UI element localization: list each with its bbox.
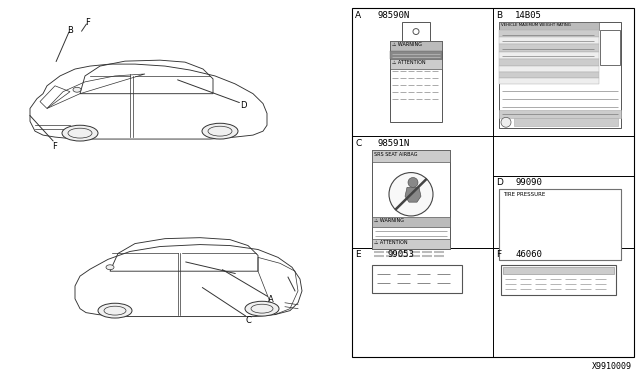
Circle shape <box>389 173 433 216</box>
Bar <box>499 72 599 78</box>
Bar <box>372 150 450 248</box>
Bar <box>501 191 619 201</box>
Bar <box>499 38 599 44</box>
Bar <box>499 66 599 72</box>
Text: F: F <box>496 250 501 260</box>
Circle shape <box>413 29 419 35</box>
Text: A: A <box>355 11 361 20</box>
Bar <box>499 22 621 128</box>
Bar <box>499 59 599 66</box>
Bar <box>503 267 614 274</box>
Text: 14B05: 14B05 <box>515 11 542 20</box>
Bar <box>499 189 621 260</box>
Text: ⚠ ATTENTION: ⚠ ATTENTION <box>392 60 426 65</box>
Ellipse shape <box>98 303 132 318</box>
Text: 99053: 99053 <box>387 250 414 260</box>
Bar <box>352 8 634 357</box>
Text: TIRE PRESSURE: TIRE PRESSURE <box>503 192 545 197</box>
Bar <box>499 52 599 59</box>
Text: X9910009: X9910009 <box>592 362 632 371</box>
Bar <box>499 189 621 260</box>
Bar <box>372 150 450 162</box>
Ellipse shape <box>73 87 81 92</box>
Text: 99090: 99090 <box>515 179 542 187</box>
Text: 46060: 46060 <box>515 250 542 260</box>
Bar <box>390 59 442 69</box>
Ellipse shape <box>202 123 238 139</box>
Bar <box>499 30 599 38</box>
Text: SRS SEAT AIRBAG: SRS SEAT AIRBAG <box>374 152 417 157</box>
Bar <box>514 118 618 126</box>
Text: 98591N: 98591N <box>377 139 409 148</box>
Bar <box>501 265 616 295</box>
Text: 98590N: 98590N <box>377 11 409 20</box>
Circle shape <box>501 117 511 127</box>
Bar <box>499 78 599 84</box>
Text: ⚠ WARNING: ⚠ WARNING <box>392 42 422 47</box>
Text: A: A <box>268 295 274 304</box>
Text: B: B <box>496 11 502 20</box>
Text: C: C <box>355 139 361 148</box>
Text: D: D <box>240 100 246 110</box>
Bar <box>390 51 442 59</box>
Text: C: C <box>245 315 251 324</box>
Bar <box>499 110 621 118</box>
Text: F: F <box>52 142 57 151</box>
Bar <box>501 202 619 250</box>
Bar <box>372 239 450 248</box>
Bar <box>600 30 620 65</box>
Bar <box>390 41 442 122</box>
Circle shape <box>408 177 418 187</box>
Text: ⚠ WARNING: ⚠ WARNING <box>374 218 404 223</box>
Text: F: F <box>85 18 90 27</box>
Ellipse shape <box>245 301 279 316</box>
Bar <box>372 217 450 227</box>
Ellipse shape <box>62 125 98 141</box>
Bar <box>372 265 462 293</box>
Bar <box>390 41 442 51</box>
Bar <box>499 22 599 30</box>
Text: D: D <box>496 179 503 187</box>
Text: B: B <box>67 26 73 35</box>
Text: VEHICLE MAXIMUM WEIGHT RATING: VEHICLE MAXIMUM WEIGHT RATING <box>501 23 571 27</box>
Text: E: E <box>355 250 360 260</box>
Bar <box>402 22 430 41</box>
Polygon shape <box>405 187 421 202</box>
Ellipse shape <box>106 265 114 270</box>
Bar <box>499 44 599 52</box>
Text: ⚠ ATTENTION: ⚠ ATTENTION <box>374 240 408 245</box>
